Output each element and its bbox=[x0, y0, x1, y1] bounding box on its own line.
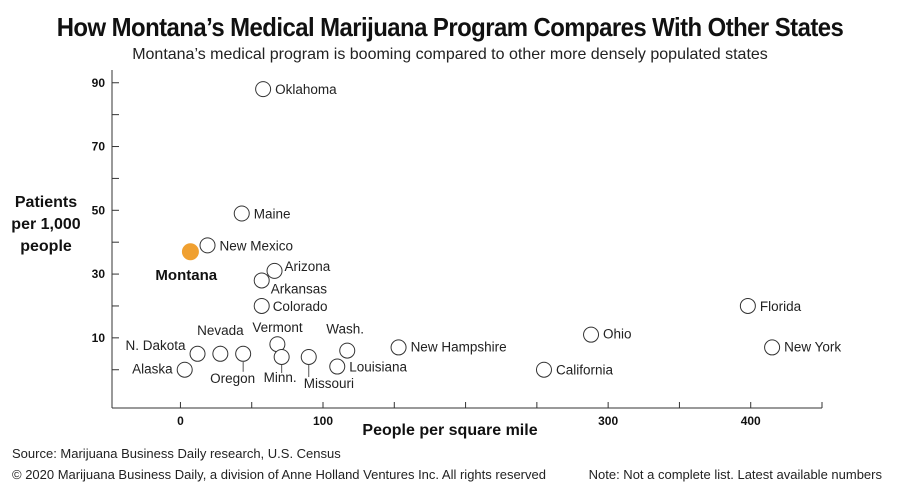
data-point-new-hampshire: New Hampshire bbox=[390, 339, 507, 356]
point-label: Florida bbox=[760, 299, 802, 314]
y-axis-label: Patients per 1,000 people bbox=[6, 192, 86, 258]
footnote: Note: Not a complete list. Latest availa… bbox=[588, 467, 882, 482]
point-label: New York bbox=[784, 339, 841, 354]
point-label: Montana bbox=[155, 267, 217, 284]
point-label: New Hampshire bbox=[411, 339, 507, 354]
point-marker bbox=[266, 262, 283, 279]
point-label: Missouri bbox=[304, 376, 354, 391]
point-label: Colorado bbox=[273, 299, 328, 314]
y-axis-label-line: per 1,000 bbox=[11, 216, 81, 233]
data-point-oklahoma: Oklahoma bbox=[255, 81, 337, 98]
chart-axes: 10 30 50 70 90 0 100 300 400 bbox=[92, 70, 823, 428]
point-label: Arizona bbox=[285, 259, 331, 274]
x-tick-label: 300 bbox=[598, 414, 618, 428]
point-label: Louisiana bbox=[349, 360, 407, 375]
data-point-arkansas: Arkansas bbox=[253, 272, 328, 296]
y-tick-label: 70 bbox=[92, 140, 106, 154]
data-point-nevada: Nevada bbox=[197, 323, 244, 362]
data-point-missouri: Missouri bbox=[300, 348, 354, 391]
point-marker bbox=[199, 237, 216, 254]
chart-subtitle: Montana’s medical program is booming com… bbox=[132, 46, 768, 63]
y-tick-label: 50 bbox=[92, 203, 106, 217]
y-axis-label-line: people bbox=[20, 238, 72, 255]
data-point-oregon: Oregon bbox=[210, 345, 255, 386]
point-marker bbox=[255, 81, 272, 98]
highlight-point-marker bbox=[181, 243, 199, 261]
x-tick-label: 100 bbox=[313, 414, 333, 428]
copyright-note: © 2020 Marijuana Business Daily, a divis… bbox=[12, 467, 546, 482]
point-label: Minn. bbox=[264, 370, 297, 385]
point-label: Wash. bbox=[326, 322, 364, 337]
point-label: N. Dakota bbox=[126, 338, 187, 353]
data-point-maine: Maine bbox=[233, 205, 291, 222]
point-marker bbox=[235, 345, 252, 362]
data-point-vermont: Vermont bbox=[252, 320, 303, 353]
x-tick-label: 400 bbox=[741, 414, 761, 428]
point-label: Maine bbox=[254, 206, 291, 221]
point-label: Nevada bbox=[197, 323, 244, 338]
data-point-florida: Florida bbox=[739, 297, 802, 314]
point-label: Ohio bbox=[603, 327, 632, 342]
y-tick-label: 10 bbox=[92, 331, 106, 345]
point-marker bbox=[535, 361, 552, 378]
chart-title: How Montana’s Medical Marijuana Program … bbox=[56, 12, 844, 42]
point-marker bbox=[739, 297, 756, 314]
point-label: New Mexico bbox=[220, 238, 294, 253]
data-point-minn: Minn. bbox=[264, 348, 297, 385]
point-marker bbox=[329, 358, 346, 375]
point-marker bbox=[189, 345, 206, 362]
data-point-wash: Wash. bbox=[326, 322, 364, 359]
data-point-ohio: Ohio bbox=[583, 326, 632, 343]
point-marker bbox=[273, 348, 290, 365]
data-point-alaska: Alaska bbox=[132, 361, 193, 378]
data-point-new-mexico: New Mexico bbox=[199, 237, 294, 254]
point-marker bbox=[253, 272, 270, 289]
point-marker bbox=[583, 326, 600, 343]
point-marker bbox=[339, 342, 356, 359]
point-label: Oregon bbox=[210, 371, 255, 386]
point-marker bbox=[253, 297, 270, 314]
point-label: Vermont bbox=[252, 320, 303, 335]
data-point-montana: Montana bbox=[155, 243, 218, 284]
point-marker bbox=[233, 205, 250, 222]
data-point-colorado: Colorado bbox=[253, 297, 328, 314]
data-point-california: California bbox=[535, 361, 614, 378]
point-label: California bbox=[556, 363, 614, 378]
data-point-arizona: Arizona bbox=[266, 259, 331, 279]
y-tick-label: 90 bbox=[92, 76, 106, 90]
x-axis-label: People per square mile bbox=[362, 422, 538, 439]
data-point-n-dakota: N. Dakota bbox=[126, 338, 206, 362]
y-axis-label-line: Patients bbox=[14, 194, 78, 211]
data-point-new-york: New York bbox=[764, 339, 841, 356]
point-label: Arkansas bbox=[271, 281, 328, 296]
source-note: Source: Marijuana Business Daily researc… bbox=[12, 446, 341, 461]
data-point-louisiana: Louisiana bbox=[329, 358, 408, 375]
point-label: Alaska bbox=[132, 362, 173, 377]
point-marker bbox=[390, 339, 407, 356]
point-marker bbox=[300, 348, 317, 365]
x-tick-label: 0 bbox=[177, 414, 184, 428]
point-label: Oklahoma bbox=[275, 82, 337, 97]
point-marker bbox=[212, 345, 229, 362]
point-marker bbox=[176, 361, 193, 378]
point-marker bbox=[764, 339, 781, 356]
y-tick-label: 30 bbox=[92, 267, 106, 281]
